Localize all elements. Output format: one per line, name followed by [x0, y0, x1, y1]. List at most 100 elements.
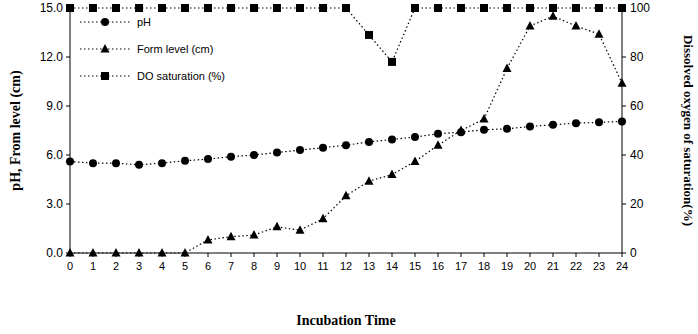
- legend-marker: [101, 72, 109, 80]
- y2-tick: [622, 155, 626, 156]
- point: [503, 4, 511, 12]
- x-tick-label: 3: [136, 260, 142, 272]
- x-tick-label: 16: [432, 260, 444, 272]
- x-tick: [415, 253, 416, 257]
- plot-area: [66, 4, 627, 257]
- point: [618, 4, 626, 12]
- x-tick-label: 23: [593, 260, 605, 272]
- point: [342, 191, 351, 200]
- y2-tick: [622, 253, 626, 254]
- point: [549, 4, 557, 12]
- point: [342, 141, 350, 149]
- point: [388, 58, 396, 66]
- point: [526, 122, 534, 130]
- point: [503, 125, 511, 133]
- y2-tick-label: 20: [630, 197, 644, 211]
- x-tick-label: 5: [182, 260, 188, 272]
- y2-tick-label: 0: [630, 246, 637, 260]
- point: [595, 29, 604, 38]
- x-tick-label: 21: [547, 260, 559, 272]
- x-tick: [461, 253, 462, 257]
- point: [526, 21, 535, 30]
- x-tick-label: 20: [524, 260, 536, 272]
- x-tick-label: 17: [455, 260, 467, 272]
- point: [296, 146, 304, 154]
- point: [434, 140, 443, 149]
- point: [135, 248, 144, 257]
- x-tick: [438, 253, 439, 257]
- point: [480, 114, 489, 123]
- x-axis-label: Incubation Time: [296, 313, 395, 328]
- point: [618, 78, 627, 87]
- y-tick-label: 6.0: [46, 148, 63, 162]
- x-tick-label: 0: [67, 260, 73, 272]
- x-tick-label: 6: [205, 260, 211, 272]
- point: [411, 157, 420, 166]
- legend-label: DO saturation (%): [137, 70, 225, 82]
- point: [480, 4, 488, 12]
- x-tick-label: 24: [616, 260, 628, 272]
- point: [89, 159, 97, 167]
- point: [365, 176, 374, 185]
- y-tick: [66, 155, 70, 156]
- x-tick: [622, 253, 623, 257]
- point: [434, 130, 442, 138]
- x-tick: [300, 253, 301, 257]
- point: [66, 4, 74, 12]
- point: [135, 4, 143, 12]
- y2-tick: [622, 57, 626, 58]
- x-tick: [392, 253, 393, 257]
- point: [204, 155, 212, 163]
- x-tick: [369, 253, 370, 257]
- x-tick-label: 13: [363, 260, 375, 272]
- point: [158, 248, 167, 257]
- y2-tick-label: 100: [630, 1, 650, 15]
- y2-tick-label: 60: [630, 99, 644, 113]
- x-tick-label: 19: [501, 260, 513, 272]
- point: [319, 144, 327, 152]
- series-line: [70, 16, 622, 253]
- point: [227, 153, 235, 161]
- point: [365, 138, 373, 146]
- x-tick: [484, 253, 485, 257]
- point: [342, 4, 350, 12]
- point: [411, 133, 419, 141]
- y2-axis-label: Dissolved oxygen of saturation(%): [681, 35, 696, 226]
- point: [227, 232, 236, 241]
- y2-tick-label: 80: [630, 50, 644, 64]
- y-tick-label: 12.0: [40, 50, 64, 64]
- point: [572, 4, 580, 12]
- x-tick-label: 11: [317, 260, 328, 272]
- point: [319, 214, 328, 223]
- y-tick-label: 9.0: [46, 99, 63, 113]
- point: [457, 4, 465, 12]
- x-tick-label: 2: [113, 260, 119, 272]
- x-tick-label: 8: [251, 260, 257, 272]
- point: [457, 126, 466, 135]
- point: [503, 63, 512, 72]
- x-tick-label: 12: [340, 260, 352, 272]
- chart: 0123456789101112131415161718192021222324…: [0, 0, 698, 334]
- point: [66, 158, 74, 166]
- point: [181, 157, 189, 165]
- point: [549, 11, 558, 19]
- x-tick: [231, 253, 232, 257]
- y2-tick: [622, 106, 626, 107]
- point: [250, 4, 258, 12]
- y-axis-line: [70, 8, 71, 253]
- x-tick-label: 14: [386, 260, 398, 272]
- point: [480, 126, 488, 134]
- point: [250, 151, 258, 159]
- y-tick: [66, 106, 70, 107]
- x-tick: [277, 253, 278, 257]
- x-tick: [507, 253, 508, 257]
- point: [112, 4, 120, 12]
- y-axis-label: pH, From level (cm): [8, 70, 24, 191]
- point: [549, 121, 557, 129]
- x-tick-label: 7: [228, 260, 234, 272]
- point: [89, 4, 97, 12]
- point: [572, 119, 580, 127]
- y-tick: [66, 204, 70, 205]
- y-tick-label: 3.0: [46, 197, 63, 211]
- point: [273, 222, 282, 231]
